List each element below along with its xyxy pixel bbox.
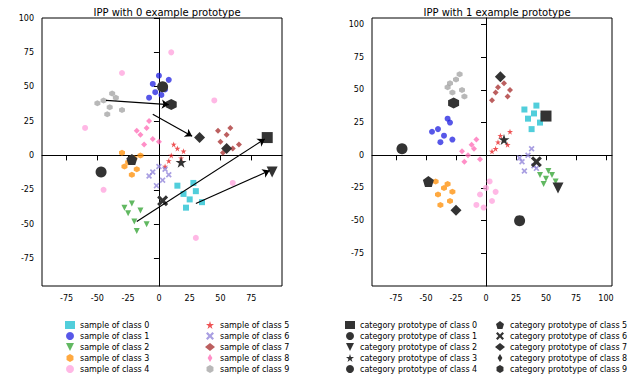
- svg-text:-25: -25: [122, 294, 135, 303]
- svg-text:sample of class 8: sample of class 8: [220, 354, 289, 363]
- svg-text:25: 25: [511, 294, 521, 303]
- svg-text:75: 75: [24, 48, 34, 57]
- svg-text:-50: -50: [91, 294, 104, 303]
- svg-text:IPP with 1 example prototype: IPP with 1 example prototype: [423, 7, 570, 18]
- svg-text:sample of class 3: sample of class 3: [80, 354, 149, 363]
- svg-text:0: 0: [156, 294, 161, 303]
- svg-text:0: 0: [359, 151, 364, 160]
- svg-text:sample of class 6: sample of class 6: [220, 332, 289, 341]
- svg-text:75: 75: [354, 53, 364, 62]
- svg-text:0: 0: [483, 294, 488, 303]
- svg-text:category prototype of class 1: category prototype of class 1: [360, 332, 477, 341]
- svg-text:0: 0: [29, 151, 34, 160]
- svg-text:sample of class 4: sample of class 4: [80, 365, 149, 374]
- svg-text:50: 50: [354, 85, 364, 94]
- svg-text:75: 75: [571, 294, 581, 303]
- svg-text:-75: -75: [389, 294, 402, 303]
- svg-text:-50: -50: [21, 220, 34, 229]
- svg-text:sample of class 2: sample of class 2: [80, 343, 149, 352]
- svg-text:category prototype of class 3: category prototype of class 3: [360, 354, 477, 363]
- svg-text:-50: -50: [351, 216, 364, 225]
- svg-text:-75: -75: [21, 254, 34, 263]
- svg-text:25: 25: [354, 118, 364, 127]
- svg-text:-75: -75: [351, 249, 364, 258]
- svg-text:50: 50: [215, 294, 225, 303]
- svg-text:category prototype of class 4: category prototype of class 4: [360, 365, 477, 374]
- svg-text:75: 75: [246, 294, 256, 303]
- svg-text:-50: -50: [419, 294, 432, 303]
- svg-text:100: 100: [598, 294, 613, 303]
- svg-text:category prototype of class 6: category prototype of class 6: [510, 332, 627, 341]
- svg-text:sample of class 0: sample of class 0: [80, 321, 149, 330]
- svg-text:25: 25: [185, 294, 195, 303]
- svg-text:sample of class 9: sample of class 9: [220, 365, 289, 374]
- svg-text:-75: -75: [60, 294, 73, 303]
- svg-text:sample of class 7: sample of class 7: [220, 343, 289, 352]
- svg-text:-25: -25: [21, 185, 34, 194]
- svg-text:25: 25: [24, 117, 34, 126]
- svg-text:100: 100: [349, 20, 364, 29]
- svg-text:category prototype of class 0: category prototype of class 0: [360, 321, 477, 330]
- svg-text:category prototype of class 8: category prototype of class 8: [510, 354, 627, 363]
- svg-text:sample of class 5: sample of class 5: [220, 321, 289, 330]
- svg-text:100: 100: [19, 14, 34, 23]
- svg-text:category prototype of class 9: category prototype of class 9: [510, 365, 627, 374]
- svg-text:sample of class 1: sample of class 1: [80, 332, 149, 341]
- svg-text:category prototype of class 7: category prototype of class 7: [510, 343, 627, 352]
- svg-text:-25: -25: [449, 294, 462, 303]
- svg-text:category prototype of class 2: category prototype of class 2: [360, 343, 477, 352]
- svg-text:50: 50: [24, 82, 34, 91]
- svg-text:-25: -25: [351, 183, 364, 192]
- svg-text:IPP with 0 example prototype: IPP with 0 example prototype: [93, 7, 240, 18]
- svg-text:category prototype of class 5: category prototype of class 5: [510, 321, 627, 330]
- svg-text:50: 50: [541, 294, 551, 303]
